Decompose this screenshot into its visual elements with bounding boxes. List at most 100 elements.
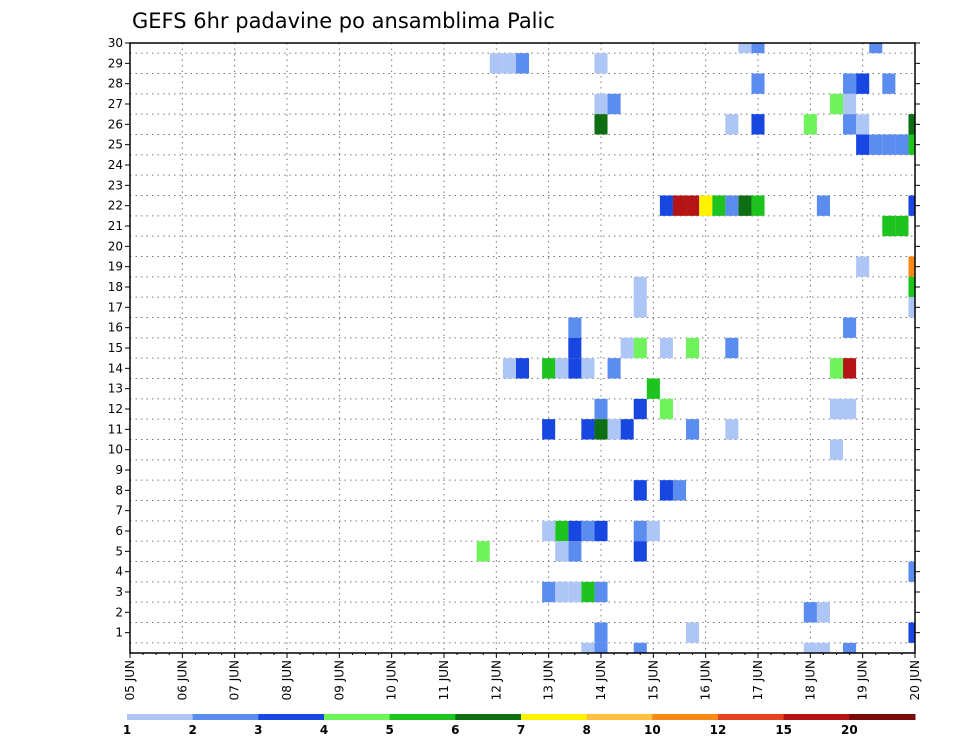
heatmap-cell bbox=[843, 73, 857, 94]
heatmap-cell bbox=[856, 134, 870, 155]
colorbar-label: 6 bbox=[451, 723, 459, 737]
x-tick-label: 05 JUN bbox=[123, 660, 137, 700]
heatmap-cell bbox=[908, 561, 915, 582]
y-tick-label: 20 bbox=[108, 239, 123, 253]
heatmap-cell bbox=[646, 520, 660, 542]
heatmap-cell bbox=[725, 337, 739, 359]
colorbar-label: 7 bbox=[517, 723, 525, 737]
colorbar: 1 2 3 4 5 6 7 8 10 12 15 20 bbox=[123, 714, 916, 737]
heatmap-cell bbox=[555, 358, 569, 379]
heatmap-cell bbox=[581, 581, 595, 603]
x-tick-label: 16 JUN bbox=[699, 660, 713, 700]
y-tick-label: 23 bbox=[108, 178, 123, 192]
heatmap-cell bbox=[581, 520, 595, 542]
colorbar-label: 5 bbox=[385, 723, 393, 737]
heatmap-cell bbox=[594, 114, 608, 135]
heatmap-cell bbox=[620, 337, 634, 359]
colorbar-segment bbox=[652, 714, 719, 720]
y-tick-label: 29 bbox=[108, 56, 123, 70]
heatmap-cell bbox=[659, 337, 673, 359]
y-tick-label: 11 bbox=[108, 422, 123, 436]
heatmap-cell bbox=[568, 337, 582, 359]
heatmap-cell bbox=[555, 541, 569, 562]
y-tick-label: 24 bbox=[108, 158, 123, 172]
heatmap-cell bbox=[581, 419, 595, 440]
heatmap-cell bbox=[672, 195, 687, 216]
colorbar-label: 15 bbox=[775, 723, 792, 737]
heatmap-cell bbox=[633, 276, 647, 298]
x-tick-label: 18 JUN bbox=[803, 660, 817, 700]
heatmap-cell bbox=[712, 195, 726, 216]
heatmap-cell bbox=[869, 134, 883, 155]
heatmap-cell bbox=[816, 642, 830, 653]
y-tick-label: 8 bbox=[115, 483, 123, 497]
heatmap-cell bbox=[594, 398, 608, 420]
heatmap-cell bbox=[856, 73, 870, 94]
y-tick-label: 16 bbox=[108, 321, 123, 335]
y-tick-label: 26 bbox=[108, 117, 123, 131]
colorbar-segment bbox=[455, 714, 522, 720]
heatmap-cell bbox=[568, 358, 582, 379]
heatmap-cell bbox=[542, 419, 556, 440]
heatmap-cell bbox=[829, 439, 844, 460]
heatmap-cell bbox=[594, 520, 608, 542]
x-tick-label: 19 JUN bbox=[856, 660, 870, 700]
y-tick-label: 15 bbox=[108, 341, 123, 355]
heatmap-cell bbox=[633, 297, 647, 318]
heatmap-cell bbox=[568, 317, 582, 338]
y-tick-label: 18 bbox=[108, 280, 123, 294]
heatmap-cell bbox=[633, 541, 647, 562]
heatmap-cell bbox=[843, 398, 857, 420]
x-tick-label: 13 JUN bbox=[542, 660, 556, 700]
heatmap-cell bbox=[568, 541, 582, 562]
heatmap-cell bbox=[659, 398, 673, 420]
heatmap-cell bbox=[515, 53, 530, 74]
heatmap-cell bbox=[686, 195, 700, 216]
heatmap-cell bbox=[895, 215, 909, 237]
chart-title: GEFS 6hr padavine po ansamblima Palic bbox=[132, 9, 555, 33]
colorbar-segment bbox=[849, 714, 916, 720]
heatmap-cell bbox=[908, 195, 915, 216]
x-tick-label: 14 JUN bbox=[594, 660, 608, 700]
heatmap-cell bbox=[581, 642, 595, 653]
heatmap-cell bbox=[816, 602, 830, 623]
heatmap-cell bbox=[633, 520, 647, 542]
heatmap-cell bbox=[869, 43, 883, 54]
heatmap-cell bbox=[738, 195, 752, 216]
heatmap-cell bbox=[555, 581, 569, 603]
colorbar-label: 8 bbox=[582, 723, 590, 737]
heatmap-cell bbox=[908, 256, 915, 277]
heatmap-cell bbox=[686, 337, 700, 359]
y-tick-label: 12 bbox=[108, 402, 123, 416]
y-tick-label: 9 bbox=[115, 463, 123, 477]
heatmap-cells bbox=[476, 43, 915, 653]
x-tick-label: 15 JUN bbox=[646, 660, 660, 700]
colorbar-segment bbox=[127, 714, 194, 720]
heatmap-cell bbox=[895, 134, 909, 155]
heatmap-cell bbox=[659, 195, 673, 216]
heatmap-cell bbox=[882, 73, 896, 94]
heatmap-cell bbox=[751, 73, 765, 94]
y-axis: 1234567891011121314151617181920212223242… bbox=[108, 36, 920, 640]
x-tick-label: 09 JUN bbox=[332, 660, 346, 700]
heatmap-cell bbox=[555, 520, 569, 542]
heatmap-cell bbox=[515, 358, 530, 379]
y-tick-label: 4 bbox=[115, 565, 123, 579]
heatmap-cell bbox=[725, 114, 739, 135]
y-tick-label: 13 bbox=[108, 382, 123, 396]
heatmap-cell bbox=[829, 358, 844, 379]
colorbar-label: 3 bbox=[254, 723, 262, 737]
x-tick-label: 08 JUN bbox=[280, 660, 294, 700]
heatmap-cell bbox=[594, 53, 608, 74]
y-tick-label: 30 bbox=[108, 36, 123, 50]
x-tick-label: 11 JUN bbox=[437, 660, 451, 700]
heatmap-cell bbox=[843, 93, 857, 115]
heatmap-cell bbox=[594, 419, 608, 440]
heatmap-cell bbox=[672, 480, 687, 501]
y-tick-label: 21 bbox=[108, 219, 123, 233]
colorbar-label: 10 bbox=[644, 723, 661, 737]
x-tick-label: 12 JUN bbox=[489, 660, 503, 700]
heatmap-cell bbox=[829, 398, 844, 420]
colorbar-segment bbox=[324, 714, 391, 720]
